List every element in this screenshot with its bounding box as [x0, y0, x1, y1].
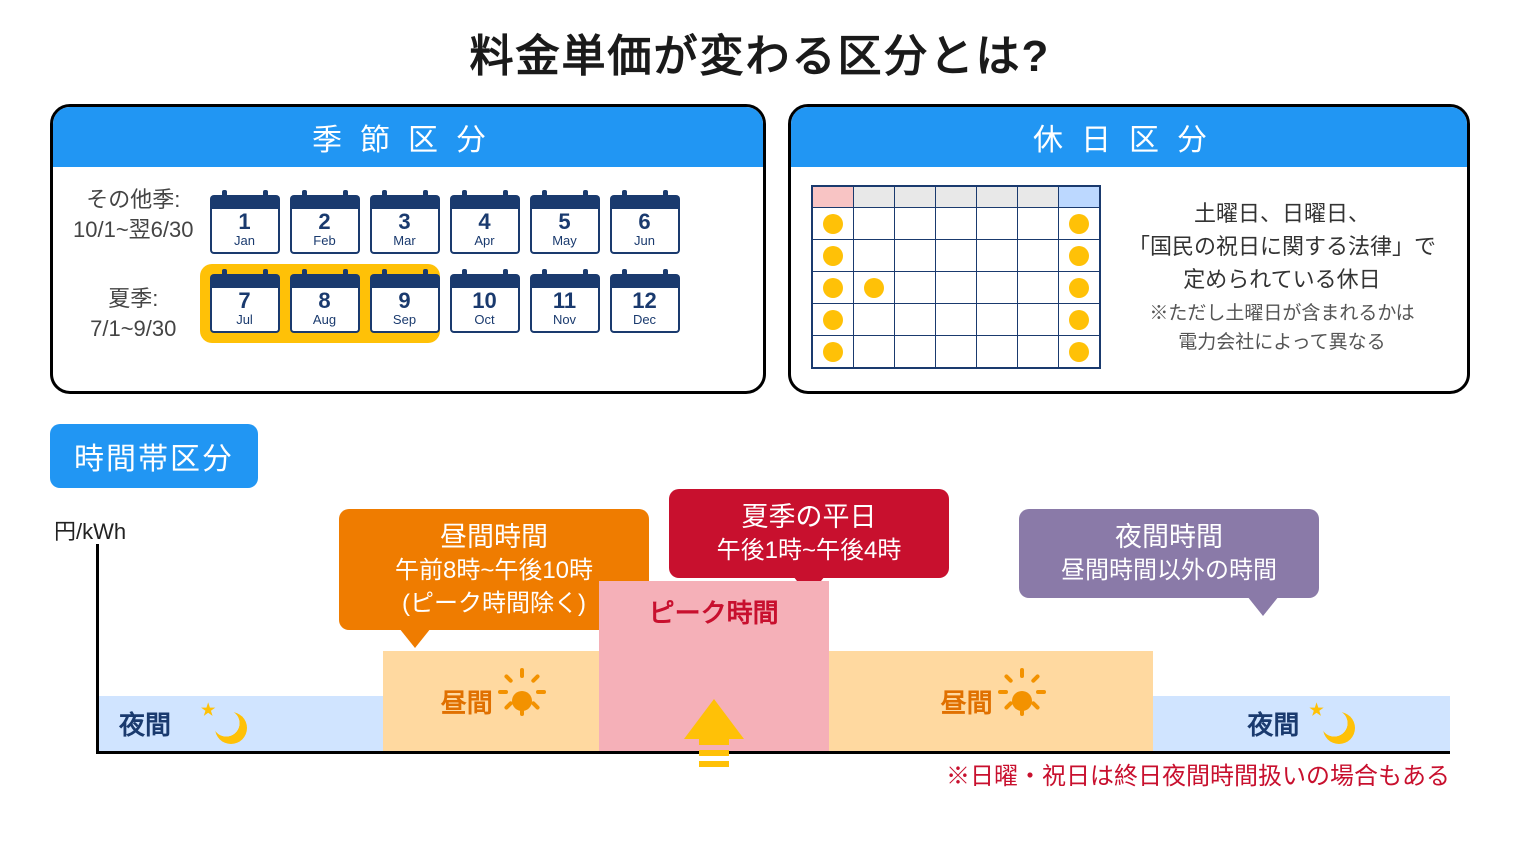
holiday-dot-icon	[823, 310, 843, 330]
sun-icon	[503, 682, 541, 720]
bubble-line: 昼間時間以外の時間	[1037, 555, 1301, 587]
calendar-cell	[813, 239, 854, 271]
timezone-footnote: ※日曜・祝日は終日夜間時間扱いの場合もある	[946, 756, 1450, 791]
calendar-cell	[977, 271, 1018, 303]
month-calendar-icon: 4Apr	[450, 195, 520, 254]
calendar-cell	[936, 303, 977, 335]
chart-segment-night: 夜間★	[99, 696, 383, 751]
holiday-dot-icon	[1069, 214, 1089, 234]
month-calendar-icon: 5May	[530, 195, 600, 254]
bubble-title: 夜間時間	[1037, 519, 1301, 555]
calendar-cell	[1059, 335, 1099, 367]
summer-season-label: 夏季: 7/1~9/30	[73, 284, 194, 343]
month-calendar-icon: 9Sep	[370, 274, 440, 333]
calendar-cell	[854, 271, 895, 303]
top-panels-row: 季節区分 その他季: 10/1~翌6/30 夏季: 7/1~9/30 1Jan2…	[50, 104, 1470, 394]
calendar-cell	[977, 335, 1018, 367]
calendar-cell	[1059, 207, 1099, 239]
calendar-cell	[854, 303, 895, 335]
chart-segment-peak: ピーク時間	[599, 581, 829, 751]
timezone-section: 時間帯区分 円/kWh 昼間時間 午前8時~午後10時 (ピーク時間除く) 夏季…	[50, 424, 1470, 804]
calendar-cell	[1018, 207, 1059, 239]
month-calendar-icon: 1Jan	[210, 195, 280, 254]
moon-icon: ★	[201, 704, 247, 744]
month-calendar-icon: 12Dec	[610, 274, 680, 333]
holiday-panel: 休日区分 土曜日、日曜日、「国民の祝日に関する法律」で定められている休日※ただし…	[788, 104, 1470, 394]
calendar-cell	[854, 207, 895, 239]
calendar-cell	[936, 335, 977, 367]
month-calendar-icon: 6Jun	[610, 195, 680, 254]
peak-arrow-icon	[684, 699, 744, 739]
timezone-chart: 昼間時間 午前8時~午後10時 (ピーク時間除く) 夏季の平日 午後1時~午後4…	[96, 544, 1450, 754]
bubble-line: 午後1時~午後4時	[687, 535, 931, 567]
holiday-dot-icon	[1069, 246, 1089, 266]
peak-bubble: 夏季の平日 午後1時~午後4時	[669, 489, 949, 578]
holiday-dot-icon	[1069, 342, 1089, 362]
calendar-cell	[895, 207, 936, 239]
chart-segment-day: 昼間	[383, 651, 599, 751]
calendar-cell	[854, 239, 895, 271]
holiday-dot-icon	[823, 342, 843, 362]
timezone-tag: 時間帯区分	[50, 424, 258, 488]
other-season-label: その他季: 10/1~翌6/30	[73, 185, 194, 244]
calendar-cell	[895, 239, 936, 271]
calendar-cell	[895, 271, 936, 303]
y-axis-label: 円/kWh	[54, 514, 126, 546]
season-panel-body: その他季: 10/1~翌6/30 夏季: 7/1~9/30 1Jan2Feb3M…	[53, 167, 763, 366]
season-labels: その他季: 10/1~翌6/30 夏季: 7/1~9/30	[73, 185, 194, 344]
month-calendar-icon: 10Oct	[450, 274, 520, 333]
bubble-title: 夏季の平日	[687, 499, 931, 535]
holiday-panel-body: 土曜日、日曜日、「国民の祝日に関する法律」で定められている休日※ただし土曜日が含…	[791, 167, 1467, 391]
month-calendar-icon: 7Jul	[210, 274, 280, 333]
calendar-cell	[936, 207, 977, 239]
calendar-cell	[1059, 239, 1099, 271]
calendar-cell	[1018, 239, 1059, 271]
calendar-cell	[813, 303, 854, 335]
holiday-dot-icon	[823, 246, 843, 266]
month-calendar-icon: 2Feb	[290, 195, 360, 254]
mini-calendar	[811, 185, 1101, 369]
season-panel-header: 季節区分	[53, 107, 763, 167]
calendar-cell	[813, 207, 854, 239]
calendar-cell	[1018, 335, 1059, 367]
holiday-dot-icon	[864, 278, 884, 298]
calendar-cell	[977, 239, 1018, 271]
calendar-cell	[813, 271, 854, 303]
calendar-cell	[936, 239, 977, 271]
bubble-title: 昼間時間	[357, 519, 631, 555]
moon-icon: ★	[1309, 704, 1355, 744]
calendar-cell	[1059, 303, 1099, 335]
calendar-cell	[936, 271, 977, 303]
calendar-cell	[1018, 303, 1059, 335]
holiday-dot-icon	[1069, 278, 1089, 298]
month-calendar-icon: 8Aug	[290, 274, 360, 333]
holiday-dot-icon	[823, 214, 843, 234]
bubble-line: 午前8時~午後10時	[357, 555, 631, 587]
season-panel: 季節区分 その他季: 10/1~翌6/30 夏季: 7/1~9/30 1Jan2…	[50, 104, 766, 394]
sun-icon	[1003, 682, 1041, 720]
months-grid: 1Jan2Feb3Mar4Apr5May6Jun 7Jul8Aug9Sep10Oc…	[210, 195, 743, 333]
holiday-dot-icon	[823, 278, 843, 298]
calendar-cell	[854, 335, 895, 367]
holiday-description: 土曜日、日曜日、「国民の祝日に関する法律」で定められている休日※ただし土曜日が含…	[1117, 197, 1447, 357]
night-bubble: 夜間時間 昼間時間以外の時間	[1019, 509, 1319, 598]
calendar-cell	[895, 303, 936, 335]
chart-segment-night: 夜間★	[1153, 696, 1450, 751]
calendar-cell	[977, 207, 1018, 239]
holiday-panel-header: 休日区分	[791, 107, 1467, 167]
calendar-cell	[813, 335, 854, 367]
calendar-cell	[1018, 271, 1059, 303]
page-title: 料金単価が変わる区分とは?	[50, 20, 1470, 84]
month-calendar-icon: 3Mar	[370, 195, 440, 254]
holiday-dot-icon	[1069, 310, 1089, 330]
calendar-cell	[977, 303, 1018, 335]
bubble-line: (ピーク時間除く)	[357, 588, 631, 620]
chart-segment-day: 昼間	[829, 651, 1153, 751]
calendar-cell	[1059, 271, 1099, 303]
calendar-cell	[895, 335, 936, 367]
month-calendar-icon: 11Nov	[530, 274, 600, 333]
